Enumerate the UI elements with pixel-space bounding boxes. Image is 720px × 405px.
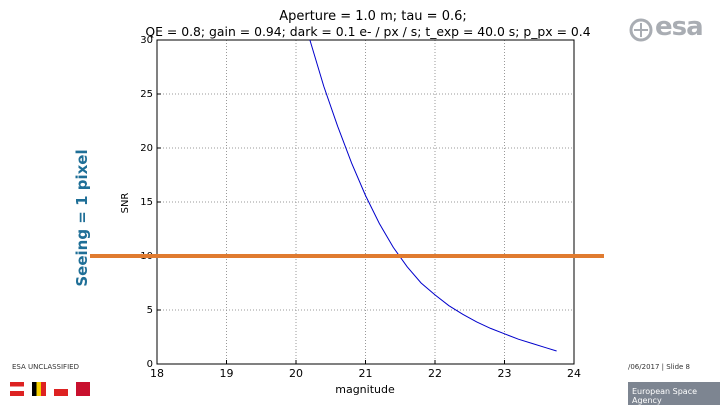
y-tick-label: 0 [147, 359, 153, 370]
y-tick-label: 5 [147, 305, 153, 316]
x-tick-label: 21 [359, 367, 373, 380]
snr-curve-line [309, 39, 557, 352]
x-tick-label: 19 [220, 367, 234, 380]
chart-series [309, 39, 557, 352]
y-axis-label: SNR [120, 193, 131, 214]
y-tick-label: 20 [140, 143, 153, 154]
classification-label: ESA UNCLASSIFIED [12, 363, 79, 371]
agency-bar [628, 382, 720, 405]
flag-belgium-icon [32, 382, 46, 396]
agency-name: European Space Agency [632, 387, 698, 405]
chart-title: Aperture = 1.0 m; tau = 0.6; [279, 9, 467, 24]
chart-grid [157, 40, 574, 364]
x-tick-label: 23 [498, 367, 512, 380]
logo-text: esa [655, 12, 704, 42]
x-tick-label: 18 [150, 367, 164, 380]
x-tick-labels: 18 19 20 21 22 23 24 [150, 367, 581, 380]
x-tick-label: 22 [428, 367, 442, 380]
x-tick-label: 20 [289, 367, 303, 380]
esa-logo-icon [629, 18, 653, 42]
x-axis-label: magnitude [335, 383, 395, 396]
chart-subtitle: QE = 0.8; gain = 0.94; dark = 0.1 e- / p… [145, 24, 590, 39]
y-tick-label: 25 [140, 89, 153, 100]
flag-denmark-icon [76, 382, 90, 396]
snr-threshold-line [90, 254, 604, 258]
y-tick-label: 30 [140, 35, 153, 46]
x-tick-label: 24 [567, 367, 581, 380]
y-tick-labels: 051015202530 [140, 35, 153, 370]
chart-axes [156, 39, 575, 365]
flag-czech-icon [54, 382, 68, 396]
slide-date-number: /06/2017 | Slide 8 [628, 363, 691, 371]
flag-austria-icon [10, 382, 24, 396]
y-tick-label: 15 [140, 197, 153, 208]
